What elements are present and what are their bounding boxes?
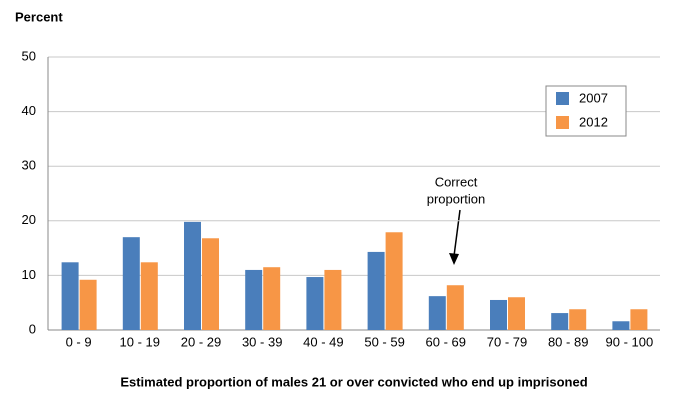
annotation-arrow	[453, 209, 461, 257]
y-axis-label: Percent	[15, 9, 63, 24]
bar	[202, 238, 219, 330]
bar	[428, 296, 446, 330]
y-tick-label: 10	[22, 267, 36, 282]
x-axis-label: Estimated proportion of males 21 or over…	[120, 374, 587, 389]
bar	[306, 277, 324, 330]
bar	[140, 262, 158, 330]
x-tick-label: 80 - 89	[548, 334, 588, 349]
legend-label: 2012	[579, 114, 608, 129]
bar	[122, 237, 140, 330]
bar	[630, 309, 648, 330]
x-tick-label: 50 - 59	[364, 334, 404, 349]
legend-swatch	[556, 116, 569, 129]
bar	[508, 297, 525, 330]
x-tick-label: 70 - 79	[487, 334, 527, 349]
y-tick-label: 30	[22, 158, 36, 173]
legend-swatch	[556, 92, 569, 105]
x-tick-label: 90 - 100	[606, 334, 654, 349]
y-tick-label: 20	[22, 212, 36, 227]
annotation: Correct	[435, 174, 478, 189]
bar	[569, 309, 587, 330]
x-tick-label: 0 - 9	[66, 334, 92, 349]
bar	[612, 321, 630, 330]
bar	[551, 313, 569, 330]
bar	[324, 269, 342, 330]
bar	[245, 269, 263, 330]
bar	[367, 251, 385, 330]
x-tick-label: 30 - 39	[242, 334, 282, 349]
annotation: proportion	[427, 191, 486, 206]
bar	[263, 267, 281, 330]
x-tick-label: 60 - 69	[426, 334, 466, 349]
legend-label: 2007	[579, 90, 608, 105]
y-tick-label: 40	[22, 103, 36, 118]
y-tick-label: 0	[29, 321, 36, 336]
arrow-head	[449, 253, 459, 265]
y-tick-label: 50	[22, 48, 36, 63]
bar	[446, 285, 464, 330]
bar	[490, 299, 507, 330]
bar	[79, 279, 97, 330]
x-tick-label: 20 - 29	[181, 334, 221, 349]
bar	[61, 262, 79, 330]
x-tick-label: 40 - 49	[303, 334, 343, 349]
bar	[184, 221, 201, 330]
bar	[385, 232, 403, 330]
x-tick-label: 10 - 19	[120, 334, 160, 349]
